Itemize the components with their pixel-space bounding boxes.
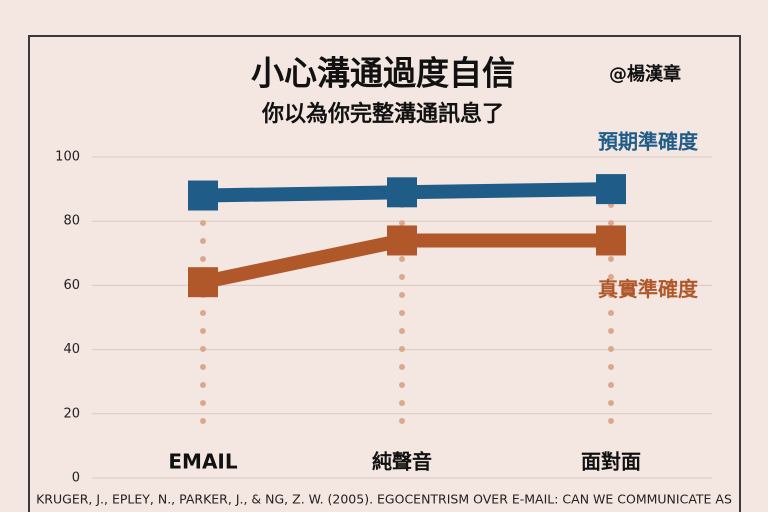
x-tick-label: EMAIL xyxy=(168,450,237,474)
legend-label: 預期準確度 xyxy=(598,130,699,154)
source: KRUGER, J., EPLEY, N., PARKER, J., & NG,… xyxy=(36,492,732,507)
marker xyxy=(387,177,417,208)
x-tick-label: 純聲音 xyxy=(372,450,432,474)
y-tick-label: 20 xyxy=(63,406,80,421)
legend-label: 真實準確度 xyxy=(598,277,699,301)
marker xyxy=(596,174,626,205)
y-tick-label: 80 xyxy=(63,214,80,229)
x-tick-label: 面對面 xyxy=(581,450,641,474)
marker xyxy=(596,225,626,256)
marker xyxy=(387,225,417,256)
marker xyxy=(188,180,218,211)
chart-subtitle: 你以為你完整溝通訊息了 xyxy=(261,101,504,127)
marker xyxy=(188,267,218,298)
frame xyxy=(28,35,741,512)
y-tick-label: 40 xyxy=(63,342,80,357)
chart-title: 小心溝通過度自信 xyxy=(251,54,515,93)
y-tick-label: 60 xyxy=(63,278,80,293)
author: @楊漢章 xyxy=(609,63,681,85)
y-tick-label: 0 xyxy=(72,471,80,486)
y-tick-label: 100 xyxy=(55,150,80,165)
